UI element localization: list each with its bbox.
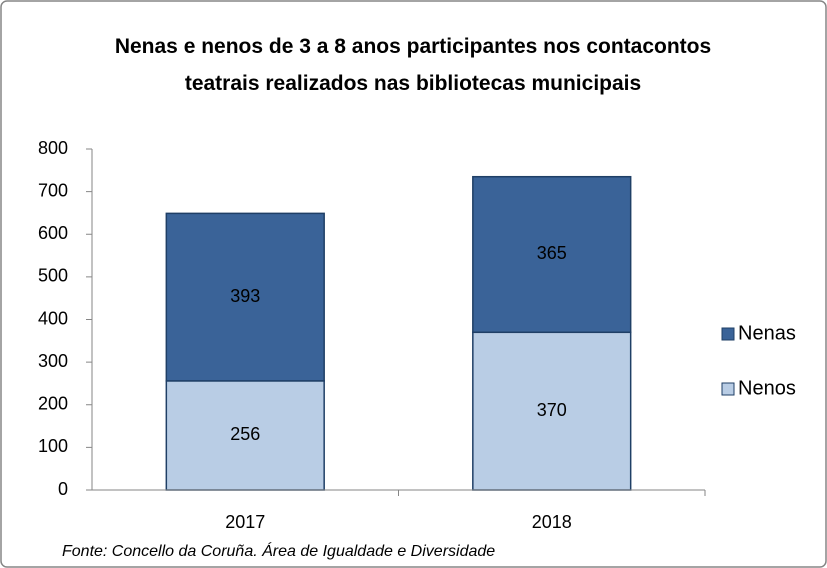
legend-swatch bbox=[721, 327, 735, 341]
y-tick-label: 500 bbox=[38, 266, 68, 286]
y-tick-label: 700 bbox=[38, 180, 68, 200]
legend-label: Nenos bbox=[738, 377, 796, 399]
y-tick-label: 300 bbox=[38, 351, 68, 371]
data-label: 393 bbox=[230, 286, 260, 306]
bar-segment bbox=[165, 212, 325, 382]
bar-segment bbox=[165, 380, 325, 491]
legend-label: Nenas bbox=[738, 322, 796, 344]
bar-segment bbox=[472, 175, 632, 334]
chart-title: Nenas e nenos de 3 a 8 anos participante… bbox=[114, 35, 712, 95]
y-tick-label: 0 bbox=[58, 479, 68, 499]
x-tick-label: 2017 bbox=[225, 512, 265, 532]
y-tick-label: 800 bbox=[38, 138, 68, 158]
source-note: Fonte: Concello da Coruña. Área de Igual… bbox=[62, 541, 495, 560]
y-tick-label: 200 bbox=[38, 394, 68, 414]
y-tick-label: 100 bbox=[38, 436, 68, 456]
data-label: 256 bbox=[230, 424, 260, 444]
data-label: 370 bbox=[537, 400, 567, 420]
x-tick-label: 2018 bbox=[532, 512, 572, 532]
data-label: 365 bbox=[537, 243, 567, 263]
legend-swatch bbox=[721, 382, 735, 396]
y-tick-label: 600 bbox=[38, 223, 68, 243]
y-tick-label: 400 bbox=[38, 308, 68, 328]
